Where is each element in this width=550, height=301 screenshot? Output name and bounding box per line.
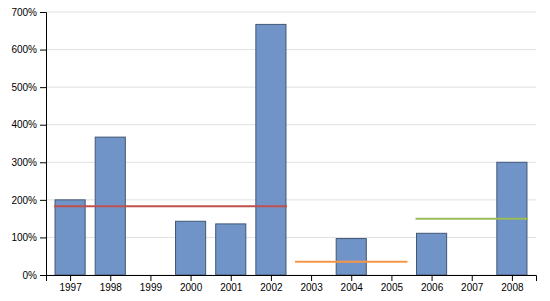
x-tick: 1999 xyxy=(140,275,163,293)
x-tick-mark xyxy=(150,275,151,281)
bar xyxy=(176,221,206,275)
y-axis: 0% 100% 200% 300% 400% 500% 600% 700% xyxy=(11,7,46,281)
bars xyxy=(55,24,527,275)
x-tick: 1998 xyxy=(100,275,123,293)
y-tick: 600% xyxy=(11,44,46,55)
y-tick-label: 300% xyxy=(11,157,37,168)
x-tick-label: 1998 xyxy=(100,282,123,293)
bar xyxy=(376,275,406,276)
x-tick-mark xyxy=(512,275,513,281)
y-tick-label: 700% xyxy=(11,7,37,18)
x-tick: 2003 xyxy=(300,275,323,293)
y-tick: 200% xyxy=(11,195,46,206)
x-tick-label: 2001 xyxy=(220,282,243,293)
x-tick-label: 2002 xyxy=(260,282,283,293)
grid xyxy=(46,12,536,275)
bar xyxy=(55,200,85,275)
x-tick-mark xyxy=(110,275,111,281)
y-tick: 0% xyxy=(23,270,46,281)
x-tick: 1997 xyxy=(59,275,82,293)
y-tick: 400% xyxy=(11,119,46,130)
x-tick-mark xyxy=(472,275,473,281)
bar xyxy=(296,275,326,276)
y-tick-label: 0% xyxy=(23,270,38,281)
y-tick: 500% xyxy=(11,82,46,93)
x-tick-label: 1997 xyxy=(59,282,82,293)
bar xyxy=(336,239,366,275)
bar xyxy=(135,275,165,276)
y-tick-mark xyxy=(40,237,46,238)
grid-line xyxy=(46,124,536,125)
x-tick-mark xyxy=(432,275,433,281)
grid-line xyxy=(46,49,536,50)
x-tick: 2000 xyxy=(180,275,203,293)
grid-line xyxy=(46,87,536,88)
chart: 1997 1998 1999 2000 2001 2002 2003 2004 2005 2006… xyxy=(0,0,550,301)
plot: 1997 1998 1999 2000 2001 2002 2003 2004 2005 2006… xyxy=(11,7,536,293)
line-segment xyxy=(54,205,287,207)
x-tick: 2007 xyxy=(461,275,484,293)
x-tick: 2006 xyxy=(421,275,444,293)
bar xyxy=(417,233,447,275)
x-tick-label: 2006 xyxy=(421,282,444,293)
x-tick-mark xyxy=(351,275,352,281)
y-tick-label: 200% xyxy=(11,195,37,206)
x-tick-label: 2007 xyxy=(461,282,484,293)
y-tick-mark xyxy=(40,275,46,276)
x-axis: 1997 1998 1999 2000 2001 2002 2003 2004 2005 2006… xyxy=(47,275,537,293)
y-tick-mark xyxy=(40,50,46,51)
x-tick-mark xyxy=(70,275,71,281)
grid-line xyxy=(46,12,536,13)
y-tick-mark xyxy=(40,125,46,126)
x-tick-label: 2005 xyxy=(381,282,404,293)
line-segment xyxy=(295,261,407,263)
y-tick-mark xyxy=(40,12,46,13)
x-tick-mark xyxy=(231,275,232,281)
x-tick: 2008 xyxy=(501,275,524,293)
y-tick-label: 400% xyxy=(11,119,37,130)
x-tick-mark xyxy=(391,275,392,281)
bar xyxy=(216,224,246,275)
y-tick-label: 600% xyxy=(11,44,37,55)
x-axis-line xyxy=(47,276,537,282)
y-tick: 300% xyxy=(11,157,46,168)
y-tick-mark xyxy=(40,162,46,163)
x-tick: 2002 xyxy=(260,275,283,293)
y-axis-line xyxy=(40,13,47,276)
y-tick-mark xyxy=(40,200,46,201)
x-tick: 2001 xyxy=(220,275,243,293)
x-tick-label: 2003 xyxy=(300,282,323,293)
x-tick-label: 2004 xyxy=(341,282,364,293)
y-tick: 700% xyxy=(11,7,46,18)
x-tick-mark xyxy=(271,275,272,281)
x-tick: 2004 xyxy=(341,275,364,293)
y-tick-label: 100% xyxy=(11,232,37,243)
bar xyxy=(457,275,487,276)
y-tick-label: 500% xyxy=(11,82,37,93)
x-tick: 2005 xyxy=(381,275,404,293)
x-tick-label: 2008 xyxy=(501,282,524,293)
bar xyxy=(256,24,286,275)
x-tick-label: 1999 xyxy=(140,282,163,293)
x-tick-mark xyxy=(191,275,192,281)
line-segment xyxy=(416,218,528,220)
y-tick: 100% xyxy=(11,232,46,243)
x-tick-mark xyxy=(311,275,312,281)
x-tick-label: 2000 xyxy=(180,282,203,293)
marks xyxy=(54,24,528,275)
y-tick-mark xyxy=(40,87,46,88)
